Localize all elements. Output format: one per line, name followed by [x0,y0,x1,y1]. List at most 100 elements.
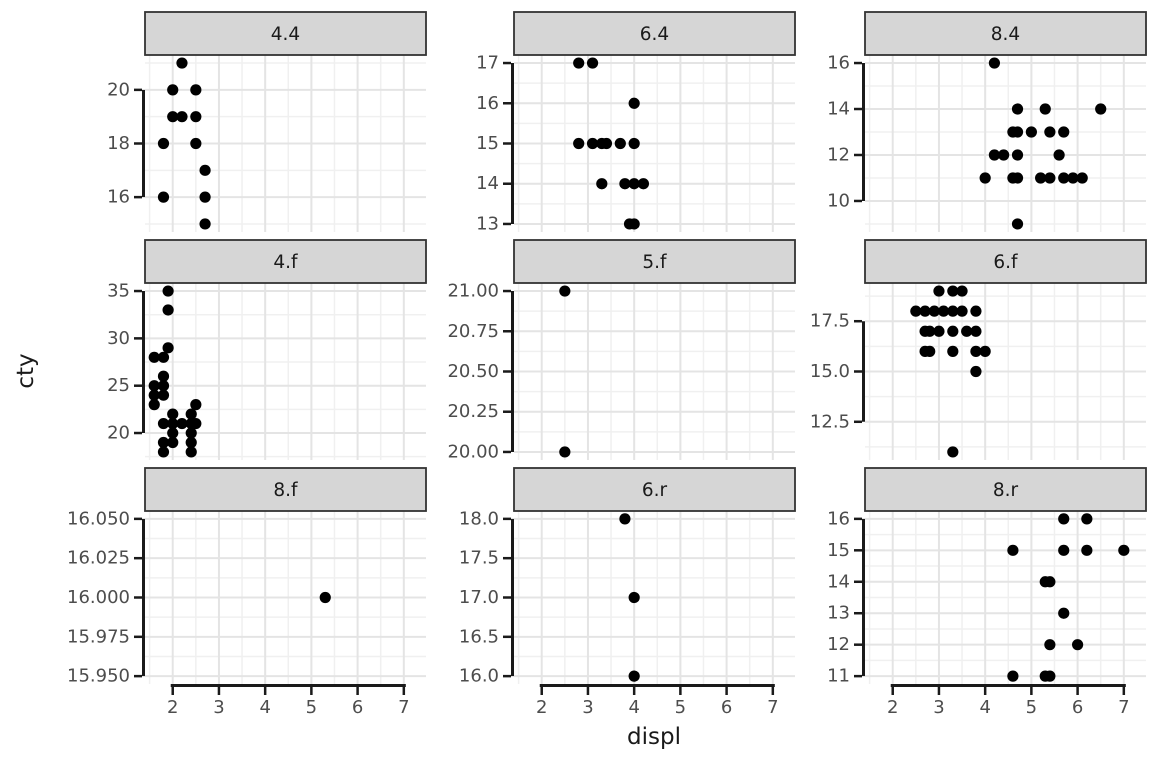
x-tick-label: 7 [1118,697,1129,718]
facet-strip [513,239,796,284]
facet-strip-label: 6.r [642,480,668,501]
facet-strip-label: 8.4 [991,24,1020,45]
data-point [628,137,640,150]
data-point [1011,218,1024,230]
data-point [998,149,1010,161]
data-point [947,345,959,357]
data-point [933,325,945,337]
x-tick-label: 3 [933,697,944,718]
data-point [167,111,179,123]
data-point [1081,544,1093,556]
data-point [910,305,922,317]
data-point [559,446,571,458]
x-tick-label: 4 [979,697,990,718]
data-point [970,345,982,357]
data-point [190,84,202,96]
data-point [157,351,170,363]
y-tick-label: 16 [827,508,850,529]
data-point [947,285,959,297]
data-point [1095,103,1107,115]
data-point [1035,172,1047,184]
x-tick-label: 2 [887,697,898,718]
data-point [919,305,931,317]
panel-4.4: 20 18 16 4.4 [107,11,427,232]
y-tick-label: 16 [107,187,130,208]
y-tick-label: 10 [827,190,850,211]
facet-strip-label: 4.f [273,252,298,273]
panel-4.f: 35 30 25 20 4.f [107,239,427,460]
y-tick-label: 25 [107,375,130,396]
y-tick-label: 15 [827,540,850,561]
data-point [185,436,197,449]
data-point [190,399,202,411]
y-tick-label: 30 [107,328,130,349]
data-point [988,149,1001,161]
data-point [956,285,968,297]
data-point [573,57,585,69]
y-tick-label: 11 [827,666,850,687]
y-tick-label: 15.975 [67,626,130,647]
y-tick-label: 17 [476,53,499,74]
data-point [573,137,585,150]
data-point [148,380,160,392]
x-tick-label: 3 [213,697,224,718]
data-point [979,345,991,357]
data-point [1011,172,1024,184]
data-point [979,172,991,184]
data-point [167,417,179,430]
data-point [148,389,160,401]
data-point [199,164,211,176]
facet-strip-label: 8.f [273,480,298,501]
data-point [167,436,179,449]
facet-strip-label: 4.4 [271,24,300,45]
data-point [628,218,640,230]
data-point [988,57,1001,69]
panel-8.4: 16 14 12 10 8.4 [827,11,1147,232]
data-point [937,305,950,317]
data-point [928,305,940,317]
data-point [970,365,982,378]
data-point [628,178,640,190]
data-point [600,137,613,150]
data-point [1044,172,1056,184]
data-point [1058,513,1070,525]
data-point [176,57,188,69]
y-tick-label: 16.050 [67,508,130,529]
y-tick-label: 18.0 [459,508,499,529]
data-point [167,408,179,420]
x-tick-label: 5 [675,697,686,718]
data-point [157,436,170,449]
panel-background [865,55,1146,232]
y-tick-label: 20 [107,423,130,444]
data-point [185,427,197,439]
facet-strip [144,11,427,56]
y-tick-label: 14 [827,99,850,120]
data-point [924,345,936,357]
data-point [190,137,202,150]
y-tick-label: 13 [476,213,499,234]
x-tick-label: 6 [721,697,732,718]
data-point [157,137,170,150]
data-point [1058,126,1070,138]
y-tick-label: 20.00 [447,441,499,462]
panel-5.f: 21.00 20.75 20.50 20.25 20.00 5.f [447,239,796,462]
x-tick-label: 5 [1026,697,1037,718]
panel-6.4: 17 16 15 14 13 6.4 [476,11,796,234]
data-point [157,370,170,382]
data-point [637,178,650,190]
y-tick-label: 20.50 [447,361,499,382]
data-point [619,178,631,190]
data-point [1011,103,1024,115]
data-point [947,325,959,337]
y-tick-label: 20.75 [447,321,499,342]
data-point [586,137,599,150]
y-tick-label: 15.950 [67,666,130,687]
data-point [176,111,188,123]
facet-strip-label: 8.r [993,480,1019,501]
y-tick-label: 16 [476,93,499,114]
data-point [162,285,174,297]
data-point [559,285,571,297]
data-point [148,351,160,363]
data-point [1067,172,1079,184]
